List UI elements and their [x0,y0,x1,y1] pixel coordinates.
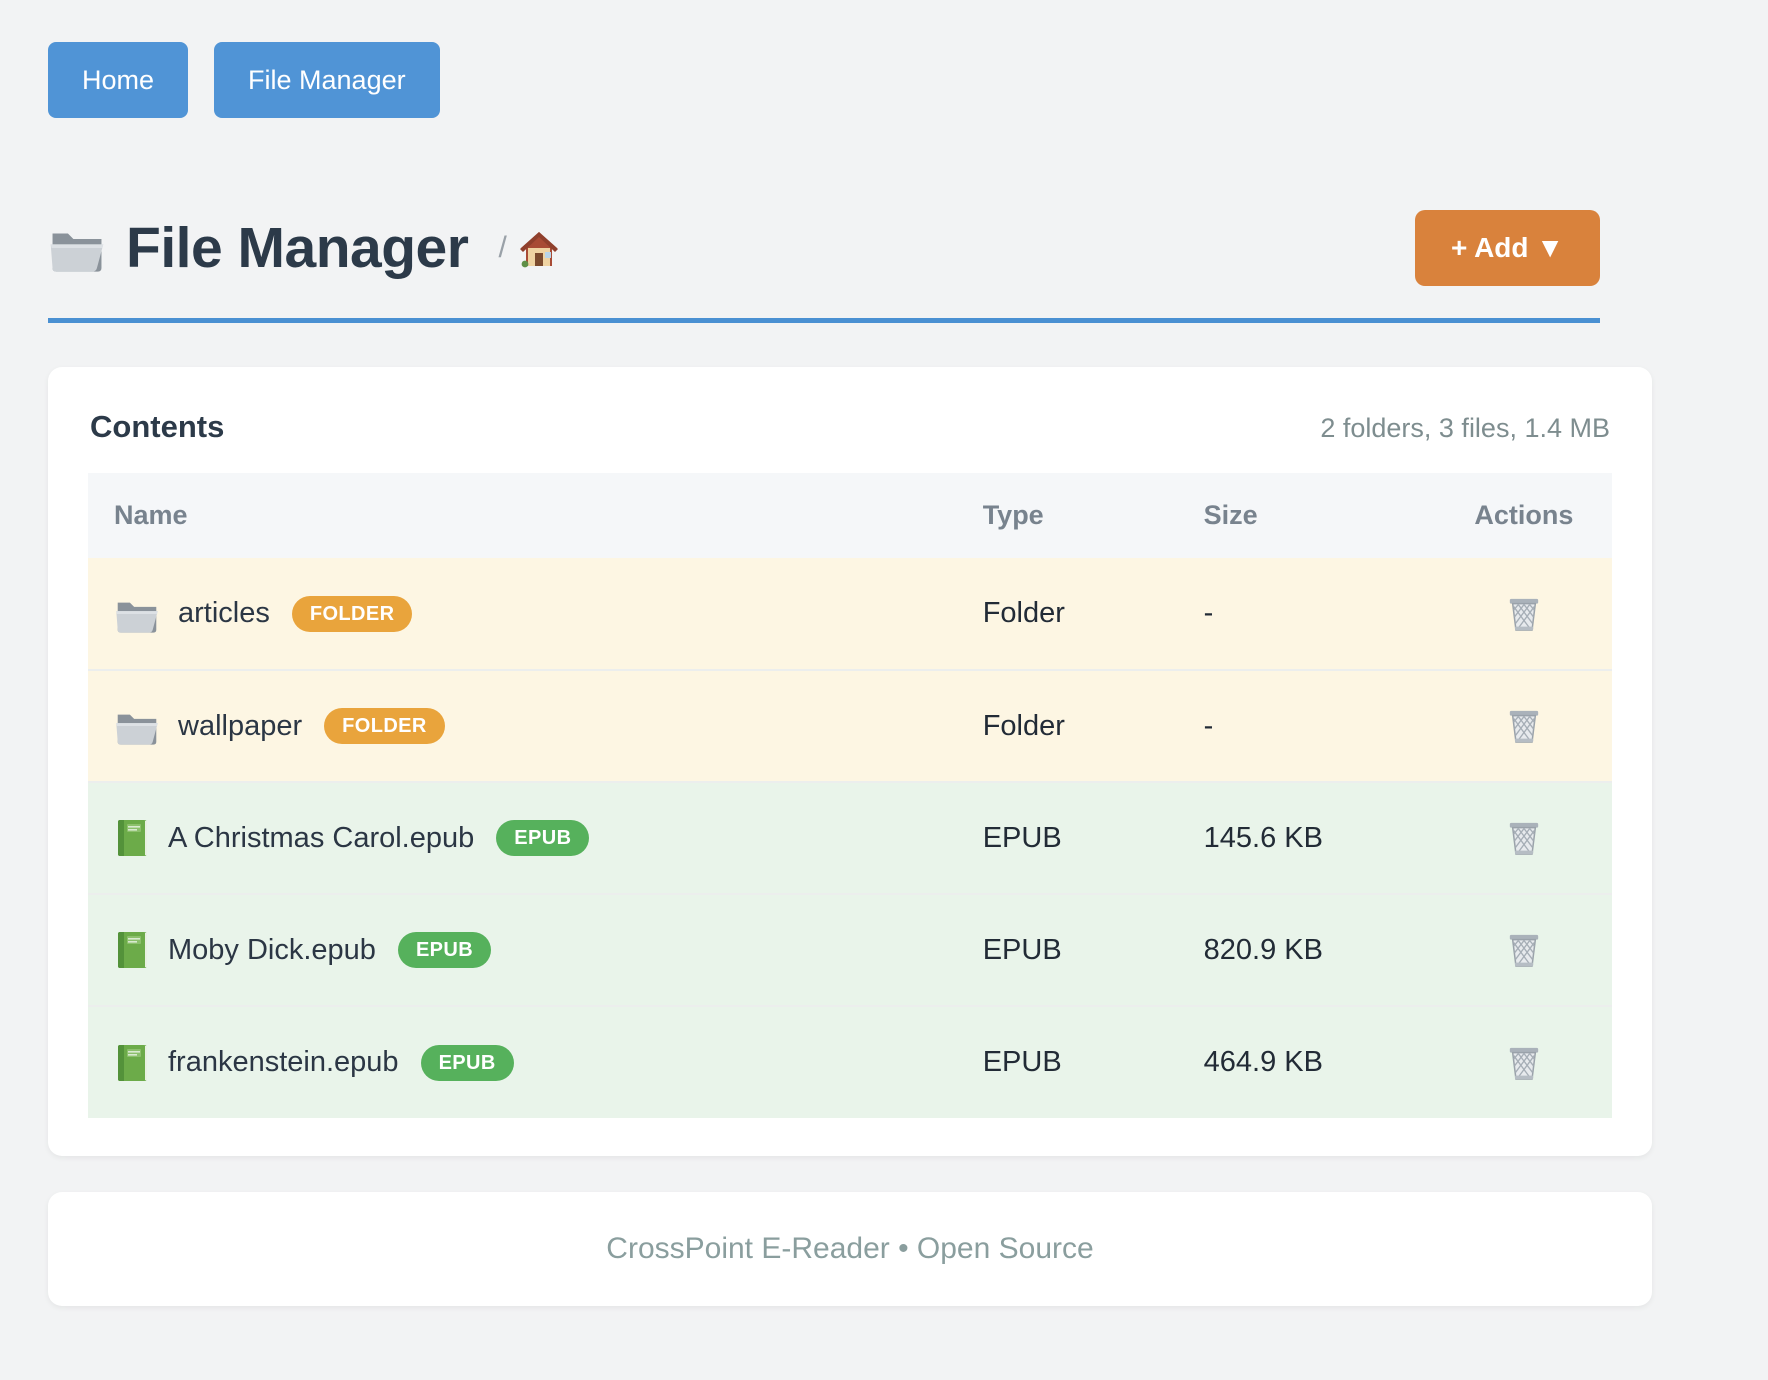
breadcrumb-separator: / [498,231,507,264]
type-badge: EPUB [397,932,492,968]
file-manager-page: Home File Manager File Manager / + Add ▼… [48,0,1768,1306]
top-nav: Home File Manager [48,0,1768,118]
file-name[interactable]: A Christmas Carol.epub [168,821,475,854]
table-header-row: Name Type Size Actions [88,473,1612,558]
footer-text: CrossPoint E-Reader • Open Source [606,1232,1094,1265]
file-size: - [1203,597,1214,629]
delete-button[interactable] [1503,1040,1545,1086]
book-icon [118,1044,147,1081]
column-header-actions: Actions [1474,500,1574,530]
table-row: articles FOLDER Folder - [88,558,1612,670]
trash-icon [1509,1046,1540,1080]
title-divider [48,318,1600,323]
folder-icon [116,602,158,633]
delete-button[interactable] [1503,815,1545,861]
file-name[interactable]: articles [178,597,270,629]
type-badge: FOLDER [324,708,445,744]
nav-button-file-manager[interactable]: File Manager [214,42,440,118]
delete-button[interactable] [1503,927,1545,973]
folder-icon [50,233,104,272]
page-header: File Manager / + Add ▼ [48,210,1600,323]
breadcrumb: File Manager / [48,215,559,281]
file-size: 464.9 KB [1203,1046,1323,1078]
contents-title: Contents [90,409,225,444]
book-icon [118,820,147,856]
file-name[interactable]: Moby Dick.epub [168,933,376,966]
folder-icon [116,714,158,745]
file-type: EPUB [982,821,1062,854]
file-size: - [1203,709,1214,742]
file-type: EPUB [982,933,1062,966]
contents-summary: 2 folders, 3 files, 1.4 MB [1320,413,1610,443]
column-header-type: Type [982,500,1044,530]
table-row: frankenstein.epub EPUB EPUB 464.9 KB [88,1006,1612,1118]
files-table: Name Type Size Actions articles FOLDER [88,473,1612,1118]
footer: CrossPoint E-Reader • Open Source [48,1192,1652,1306]
delete-button[interactable] [1503,703,1545,749]
column-header-size: Size [1203,500,1258,530]
file-name[interactable]: frankenstein.epub [168,1046,399,1078]
add-button[interactable]: + Add ▼ [1414,210,1600,286]
trash-icon [1509,710,1540,743]
home-icon[interactable] [519,228,559,268]
file-type: EPUB [982,1046,1062,1078]
trash-icon [1509,822,1540,855]
file-size: 820.9 KB [1203,933,1323,966]
file-name[interactable]: wallpaper [178,709,303,742]
delete-button[interactable] [1503,591,1545,637]
file-type: Folder [982,597,1065,629]
contents-card: Contents 2 folders, 3 files, 1.4 MB Name… [48,367,1652,1156]
trash-icon [1509,934,1540,967]
type-badge: EPUB [496,820,590,856]
file-type: Folder [982,709,1065,742]
table-row: wallpaper FOLDER Folder - [88,670,1612,782]
type-badge: EPUB [420,1044,514,1081]
table-row: Moby Dick.epub EPUB EPUB 820.9 KB [88,894,1612,1006]
trash-icon [1509,597,1540,631]
table-row: A Christmas Carol.epub EPUB EPUB 145.6 K… [88,782,1612,894]
nav-button-home[interactable]: Home [48,42,189,118]
page-title: File Manager [126,216,469,280]
column-header-name: Name [114,500,188,530]
book-icon [118,932,147,968]
file-size: 145.6 KB [1203,821,1323,854]
type-badge: FOLDER [291,595,413,632]
